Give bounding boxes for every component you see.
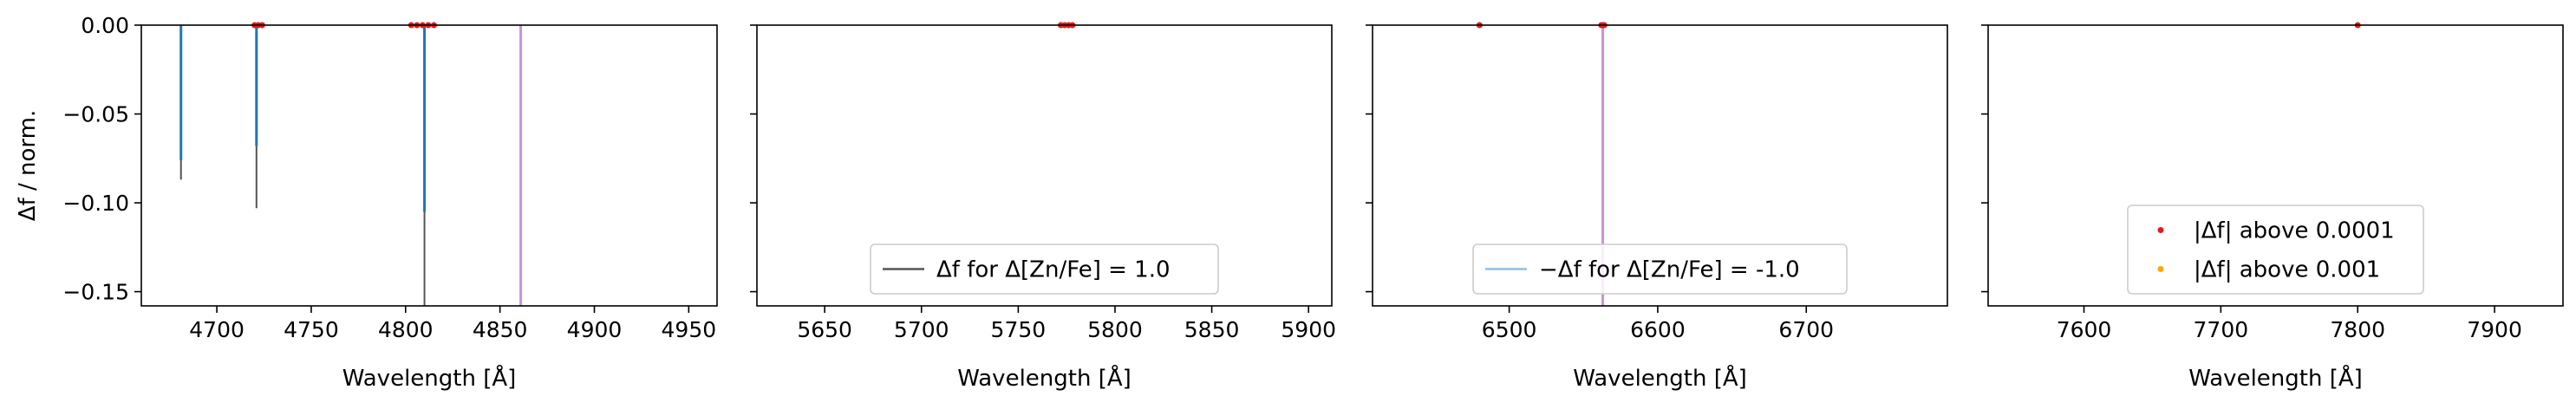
panel-4-xtick-label-1: 7600 [2057, 317, 2112, 342]
panel-3: 6500 6600 6700 Wavelength [Å] −Δf for Δ[Zn/F… [1366, 22, 1948, 392]
panel-1-frame [140, 24, 718, 307]
panel-3-frame [1372, 24, 1948, 307]
panel-1-xtick-label-5: 4900 [567, 317, 623, 342]
panel-1-xtick-label-1: 4700 [189, 317, 245, 342]
panel-2-legend: Δf for Δ[Zn/Fe] = 1.0 [870, 243, 1219, 295]
panel-4-xtick-label-2: 7700 [2194, 317, 2249, 342]
panel-4: 7600 7700 7800 7900 Wavelength [Å] |Δf| above… [1981, 22, 2564, 392]
panel-1-xtick-label-2: 4750 [284, 317, 339, 342]
panel-3-xtick-label-1: 6500 [1482, 317, 1537, 342]
panel-3-legend-box [1472, 243, 1848, 295]
panel-4-legend-swatch-2 [2157, 266, 2164, 272]
panel-3-xtick-label-2: 6600 [1630, 317, 1686, 342]
panel-2-xtick-label-2: 5700 [894, 317, 949, 342]
panel-4-legend-box [2127, 204, 2424, 295]
panel-4-legend-swatch-1 [2157, 227, 2164, 233]
panel-2-legend-label-1: Δf for Δ[Zn/Fe] = 1.0 [936, 257, 1171, 283]
panel-2-xtick-label-1: 5650 [797, 317, 852, 342]
panel-1-xtick-label-4: 4850 [473, 317, 528, 342]
panel-4-frame [1987, 24, 2564, 307]
panel-4-legend-label-2: |Δf| above 0.001 [2194, 257, 2380, 283]
panel-1-ytick-label-4: −0.15 [62, 280, 129, 305]
panel-1-ytick-label-3: −0.10 [62, 191, 129, 216]
panel-2-xtick-label-6: 5900 [1281, 317, 1336, 342]
panel-1-ytick-label-2: −0.05 [62, 102, 129, 127]
panel-4-xtick-label-4: 7900 [2467, 317, 2522, 342]
panel-2-xlabel: Wavelength [Å] [957, 364, 1131, 392]
panel-3-legend-label-1: −Δf for Δ[Zn/Fe] = -1.0 [1539, 257, 1800, 283]
panel-2-xtick-label-3: 5750 [991, 317, 1047, 342]
panel-2: 5650 5700 5750 5800 5850 5900 Wavelength [Å] Δf… [750, 22, 1336, 392]
panel-2-legend-box [870, 243, 1219, 295]
panel-1-xtick-label-3: 4800 [378, 317, 434, 342]
panel-4-xtick-label-3: 7800 [2330, 317, 2385, 342]
panel-1-xlabel: Wavelength [Å] [342, 364, 517, 392]
panel-1-xtick-label-6: 4950 [662, 317, 717, 342]
panel-1: 4700 4750 4800 4850 4900 4950 0.00 −0.05 −0.10 −0… [15, 13, 718, 392]
panel-4-xlabel: Wavelength [Å] [2188, 364, 2363, 392]
panel-2-frame [756, 24, 1333, 307]
panel-3-xlabel: Wavelength [Å] [1573, 364, 1747, 392]
panel-1-ytick-label-1: 0.00 [81, 13, 129, 38]
panel-2-xtick-label-4: 5800 [1087, 317, 1143, 342]
panel-4-legend: |Δf| above 0.0001 |Δf| above 0.001 [2127, 204, 2424, 295]
panel-1-ylabel: Δf / norm. [15, 110, 41, 221]
panel-2-xtick-label-5: 5850 [1184, 317, 1240, 342]
panel-4-legend-label-1: |Δf| above 0.0001 [2194, 218, 2395, 244]
panel-3-xtick-label-3: 6700 [1778, 317, 1834, 342]
panel-3-legend: −Δf for Δ[Zn/Fe] = -1.0 [1472, 243, 1848, 295]
